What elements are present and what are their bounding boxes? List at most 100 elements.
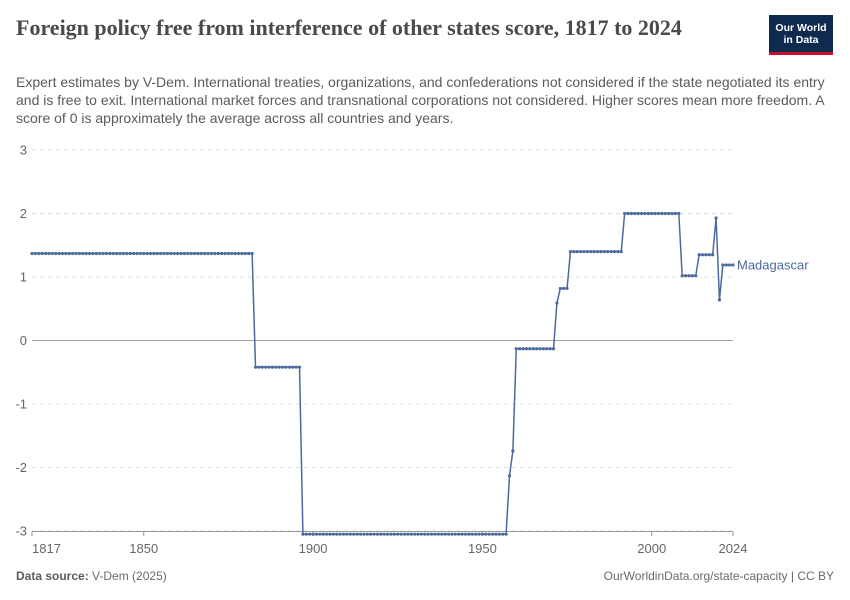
license-link[interactable]: OurWorldinData.org/state-capacity | CC B…	[603, 569, 834, 583]
data-source-value[interactable]: V-Dem (2025)	[92, 569, 167, 583]
data-point	[396, 532, 400, 536]
data-point	[467, 532, 471, 536]
logo-line-2: in Data	[783, 33, 819, 46]
data-point	[673, 211, 678, 216]
data-point	[697, 253, 701, 257]
data-point	[724, 263, 728, 267]
data-point	[551, 347, 556, 351]
series-line	[32, 212, 733, 535]
data-point	[477, 532, 481, 536]
data-point	[138, 251, 142, 256]
data-point	[572, 250, 576, 254]
data-point	[511, 449, 515, 453]
data-point	[487, 532, 491, 536]
data-point	[450, 532, 454, 536]
data-point	[335, 532, 339, 536]
data-point	[176, 251, 180, 256]
data-point	[281, 365, 285, 369]
data-point	[494, 532, 498, 536]
data-point	[274, 365, 278, 369]
data-point	[629, 211, 634, 216]
data-point	[646, 211, 650, 216]
data-point	[409, 532, 413, 536]
data-point	[240, 251, 244, 256]
data-point	[413, 532, 417, 536]
data-point	[213, 251, 217, 256]
data-point	[108, 251, 112, 256]
data-point	[135, 251, 139, 256]
data-point	[192, 251, 197, 256]
data-point	[74, 251, 78, 256]
data-point	[501, 532, 505, 536]
data-point	[365, 532, 369, 536]
data-point	[721, 263, 725, 267]
data-point	[507, 474, 512, 478]
data-point	[250, 251, 254, 256]
data-point	[162, 251, 166, 256]
data-point	[656, 211, 661, 216]
data-point	[633, 211, 637, 216]
data-point	[474, 532, 478, 536]
data-point	[294, 365, 298, 369]
data-point	[142, 251, 146, 256]
data-point	[460, 532, 464, 536]
data-point	[104, 251, 109, 256]
data-point	[209, 251, 214, 256]
data-point	[677, 211, 681, 216]
data-point	[443, 532, 447, 536]
data-point	[683, 274, 688, 278]
data-point	[534, 347, 539, 351]
data-point	[203, 251, 207, 256]
data-point	[125, 251, 129, 256]
data-point	[355, 532, 359, 536]
data-point	[121, 251, 126, 256]
data-point	[457, 532, 461, 536]
y-tick-label: -1	[15, 397, 27, 412]
data-point	[182, 251, 186, 256]
data-point	[579, 250, 583, 254]
data-point	[236, 251, 241, 256]
data-point	[470, 532, 474, 536]
data-point	[690, 274, 694, 278]
data-point	[562, 286, 566, 291]
data-point	[399, 532, 403, 536]
data-point	[362, 532, 366, 536]
y-tick-label: -2	[15, 460, 27, 475]
data-point	[199, 251, 203, 256]
data-point	[152, 251, 156, 256]
data-point	[595, 250, 600, 254]
data-point	[531, 347, 535, 351]
data-point	[43, 251, 48, 256]
y-tick-label: 3	[20, 143, 27, 158]
data-point	[480, 532, 484, 536]
data-point	[521, 347, 525, 351]
data-point	[433, 532, 437, 536]
data-point	[609, 250, 613, 254]
data-point	[728, 263, 732, 267]
data-point	[47, 251, 51, 256]
data-point	[67, 251, 71, 256]
data-point	[131, 251, 136, 256]
data-point	[385, 532, 390, 536]
data-point	[599, 250, 603, 254]
data-point	[84, 251, 88, 256]
data-point	[223, 251, 227, 256]
data-point	[87, 251, 92, 256]
data-point	[589, 250, 593, 254]
data-point	[101, 251, 105, 256]
x-tick-label: 1817	[32, 541, 61, 556]
data-point	[264, 365, 268, 369]
data-point	[694, 274, 698, 278]
data-point	[165, 251, 170, 256]
data-point	[226, 251, 231, 256]
data-point	[243, 251, 247, 256]
data-point	[291, 365, 295, 369]
data-point	[40, 251, 44, 256]
data-point	[660, 211, 664, 216]
data-point	[717, 298, 722, 302]
data-point	[233, 251, 237, 256]
data-source: Data source: V-Dem (2025)	[16, 569, 167, 583]
owid-logo[interactable]: Our World in Data	[769, 15, 833, 55]
data-point	[71, 251, 75, 256]
